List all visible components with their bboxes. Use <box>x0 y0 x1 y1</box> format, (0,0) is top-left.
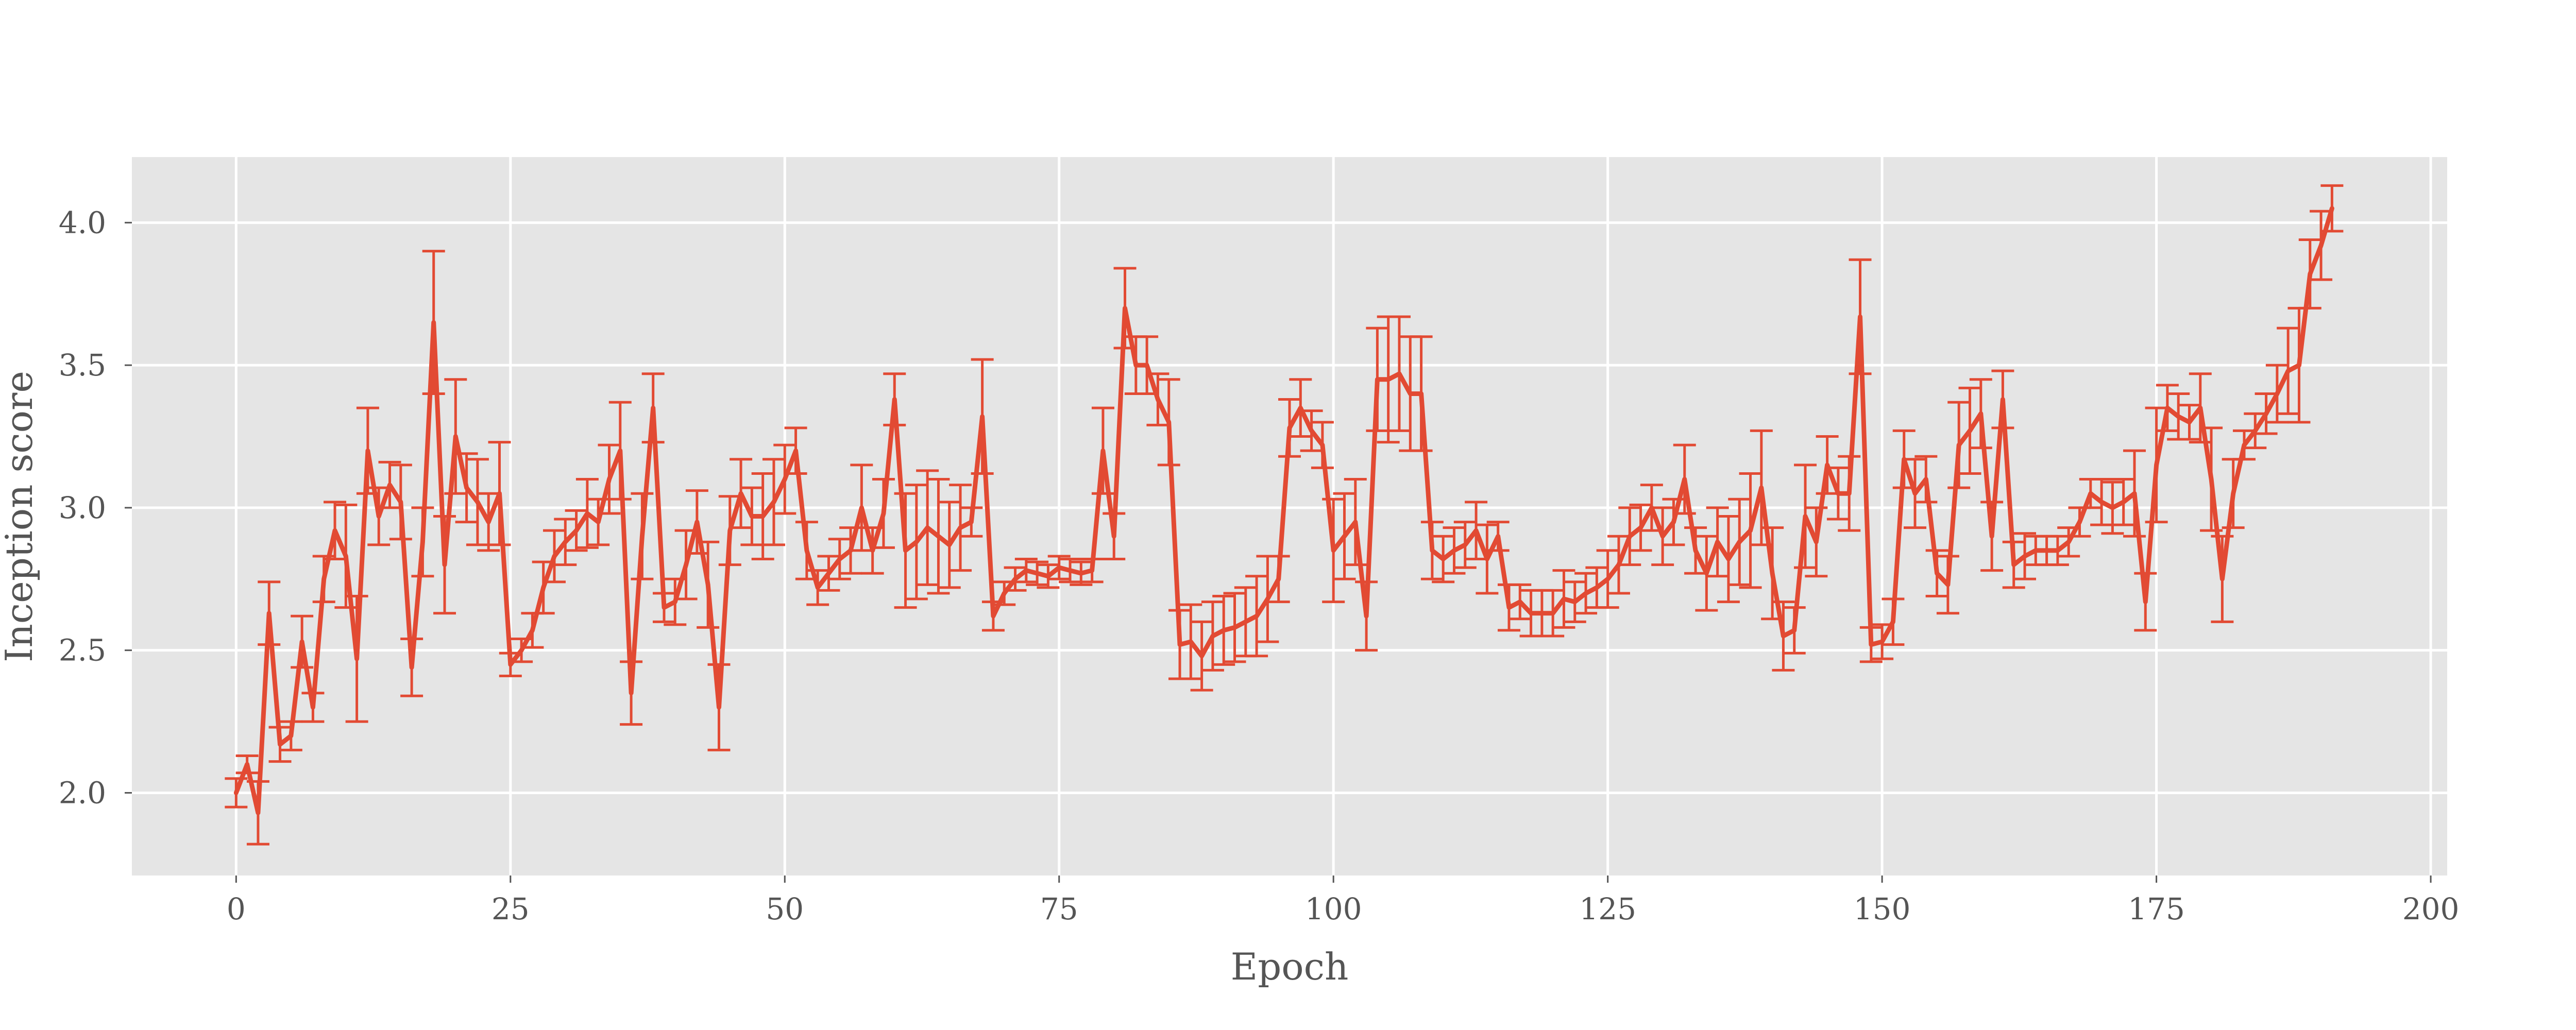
axis-ticks: 0 25 50 75 100 125 150 175 200 2.0 2.5 3.0 3.5 4.0 <box>59 205 2460 926</box>
x-axis-title: Epoch <box>1231 945 1349 988</box>
plot-area-background <box>132 157 2447 876</box>
x-tick-label: 200 <box>2402 891 2460 926</box>
x-tick-label: 175 <box>2128 891 2185 926</box>
y-axis-title: Inception score <box>0 371 41 662</box>
y-tick-label: 2.0 <box>59 775 106 810</box>
x-tick-label: 25 <box>492 891 530 926</box>
y-tick-label: 3.0 <box>59 490 106 525</box>
x-tick-label: 75 <box>1040 891 1078 926</box>
data-series <box>225 184 2344 846</box>
x-tick-label: 150 <box>1854 891 1911 926</box>
x-tick-label: 0 <box>227 891 246 926</box>
y-tick-label: 3.5 <box>59 348 106 383</box>
y-tick-label: 2.5 <box>59 633 106 668</box>
series-line <box>233 206 2334 815</box>
grid-lines <box>132 157 2447 876</box>
x-tick-label: 125 <box>1579 891 1636 926</box>
x-tick-label: 100 <box>1305 891 1362 926</box>
x-tick-label: 50 <box>766 891 804 926</box>
y-tick-label: 4.0 <box>59 205 106 240</box>
